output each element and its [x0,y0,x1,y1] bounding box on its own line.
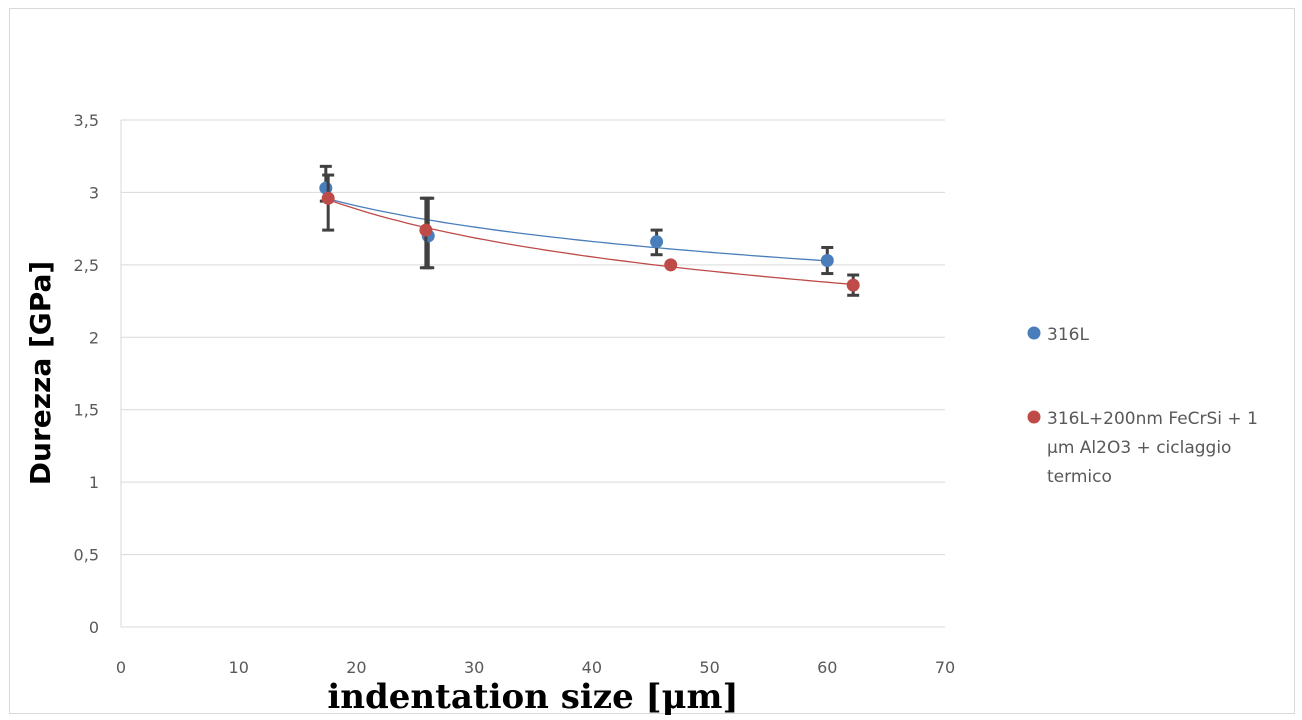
plot-area [319,164,860,297]
y-tick-label: 3 [89,183,99,202]
legend-marker-1 [1027,410,1041,424]
y-tick-label: 2 [89,328,99,347]
x-tick-label: 0 [116,658,126,677]
y-tick-label: 2,5 [74,256,99,275]
x-tick-label: 60 [817,658,837,677]
data-point-1 [846,278,860,292]
y-tick-label: 1,5 [74,401,99,420]
trendline-0 [325,197,828,262]
legend-marker-0 [1027,326,1041,340]
x-axis-label: indentation size [μm] [327,677,738,717]
trendline-1 [327,198,854,286]
legend-label-0: 316L [1047,325,1089,345]
x-tick-label: 10 [229,658,249,677]
y-tick-label: 3,5 [74,111,99,130]
x-tick-label: 70 [935,658,955,677]
x-tick-label: 40 [582,658,602,677]
x-tick-labels: 0 10 20 30 40 50 60 70 [116,658,955,677]
legend-label-1: termico [1047,467,1112,487]
x-tick-label: 50 [699,658,719,677]
grid-lines [120,119,945,628]
data-point-1 [664,258,678,272]
y-axis-label: Durezza [GPa] [24,261,57,485]
legend: 316L 316L+200nm FeCrSi + 1 μm Al2O3 + cicl… [1027,325,1258,487]
y-tick-label: 1 [89,473,99,492]
legend-label-1: μm Al2O3 + ciclaggio [1047,438,1231,458]
data-point-0 [820,254,834,268]
data-point-1 [419,223,433,237]
x-tick-label: 20 [346,658,366,677]
chart-frame [9,8,1295,714]
data-point-0 [650,235,664,249]
x-tick-label: 30 [464,658,484,677]
y-tick-label: 0 [89,618,99,637]
data-point-1 [321,191,335,205]
y-tick-label: 0,5 [74,546,99,565]
legend-label-1: 316L+200nm FeCrSi + 1 [1047,409,1258,429]
y-tick-labels: 0 0,5 1 1,5 2 2,5 3 3,5 [74,111,99,637]
